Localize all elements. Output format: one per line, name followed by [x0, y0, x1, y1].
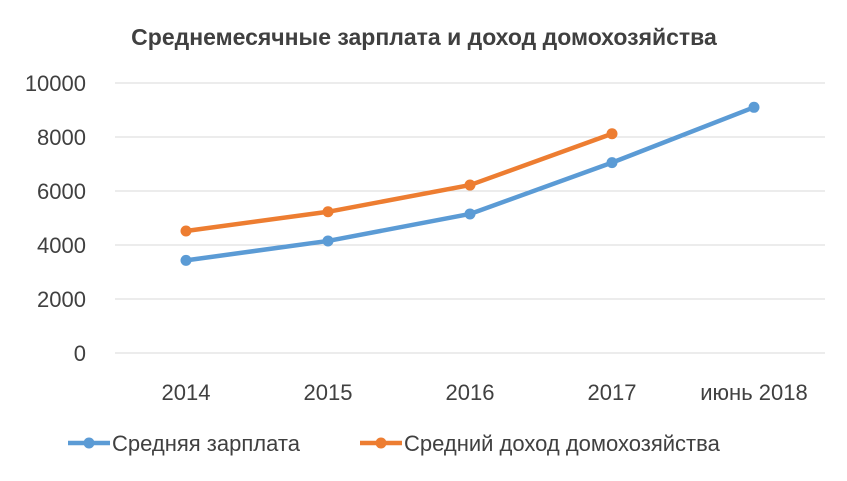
chart-title: Среднемесячные зарплата и доход домохозя…	[131, 24, 717, 50]
y-tick-label: 0	[74, 341, 86, 366]
legend: Средняя зарплата Средний доход домохозяйс…	[68, 431, 721, 456]
data-point	[322, 206, 334, 218]
legend-label: Средний доход домохозяйства	[404, 431, 721, 456]
series-0	[180, 101, 760, 266]
legend-swatch-marker	[375, 437, 387, 449]
data-point	[748, 101, 760, 113]
data-point	[180, 225, 192, 237]
x-axis-ticks: 2014 2015 2016 2017 июнь 2018	[162, 380, 808, 405]
legend-item: Средний доход домохозяйства	[360, 431, 721, 456]
x-tick-label: 2015	[304, 380, 353, 405]
y-tick-label: 6000	[37, 179, 86, 204]
data-point	[606, 157, 618, 169]
series-lines	[180, 101, 760, 266]
x-tick-label: 2014	[162, 380, 211, 405]
data-point	[322, 235, 334, 247]
series-line	[183, 131, 615, 234]
x-tick-label: 2016	[446, 380, 495, 405]
legend-swatch-marker	[83, 437, 95, 449]
y-tick-label: 8000	[37, 125, 86, 150]
gridlines	[115, 82, 825, 354]
y-tick-label: 10000	[25, 71, 86, 96]
data-point	[464, 179, 476, 191]
series-1	[180, 128, 618, 237]
data-point	[606, 128, 618, 140]
y-axis-ticks: 0 2000 4000 6000 8000 10000	[25, 71, 86, 366]
data-point	[464, 208, 476, 220]
data-point	[180, 254, 192, 266]
y-tick-label: 4000	[37, 233, 86, 258]
x-tick-label: июнь 2018	[700, 380, 807, 405]
y-tick-label: 2000	[37, 287, 86, 312]
x-tick-label: 2017	[588, 380, 637, 405]
legend-item: Средняя зарплата	[68, 431, 301, 456]
legend-label: Средняя зарплата	[112, 431, 301, 456]
